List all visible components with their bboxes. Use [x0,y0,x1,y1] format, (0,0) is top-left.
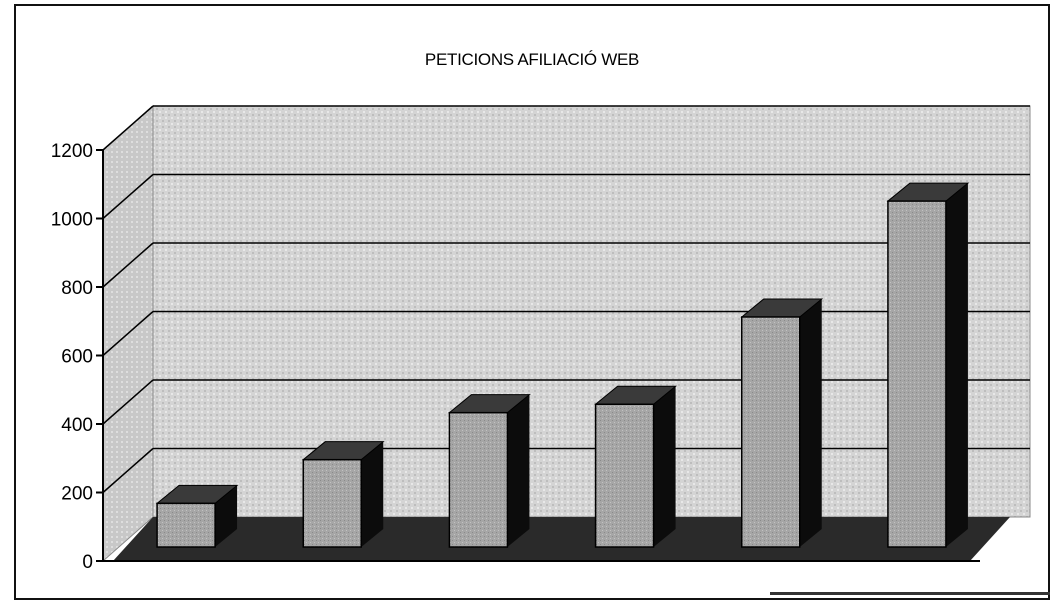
y-tick-label: 600 [61,347,93,368]
bar-side [945,183,968,547]
y-tick-label: 1000 [51,210,93,231]
y-tick-label: 400 [61,415,93,436]
y-axis: 0 200 400 600 800 1000 1200 [51,141,980,573]
bar [740,298,824,548]
y-tick-label: 0 [82,552,93,573]
gridline-side [102,447,154,494]
bar [886,182,970,548]
gridline-side [102,242,154,288]
bar [594,385,677,548]
bar-side [361,441,384,547]
bar [301,441,385,548]
gridline-side [102,173,154,220]
bars-group [155,182,970,548]
gridline-side [102,310,154,357]
gridline-side [102,105,154,151]
bar-front [887,200,947,548]
bar-front [156,502,216,548]
bar-side [215,485,238,547]
gridlines [102,105,1030,494]
bar-front [594,403,655,548]
bar-front [302,458,362,548]
bar-front [448,411,509,548]
floor-plane [113,517,1010,561]
bar-front [741,316,801,548]
y-tick-label: 1200 [51,141,93,162]
plot-floor [113,517,1010,561]
y-tick-label: 800 [61,278,93,299]
bar-side [507,394,530,547]
bar-side [799,298,822,547]
bar-side [653,386,676,547]
gridline-side [102,379,154,425]
y-tick-label: 200 [61,484,93,505]
bar [448,394,531,548]
chart-title: PETICIONS AFILIACIÓ WEB [424,50,640,69]
bar [155,484,239,548]
footer-rule [770,592,1050,595]
